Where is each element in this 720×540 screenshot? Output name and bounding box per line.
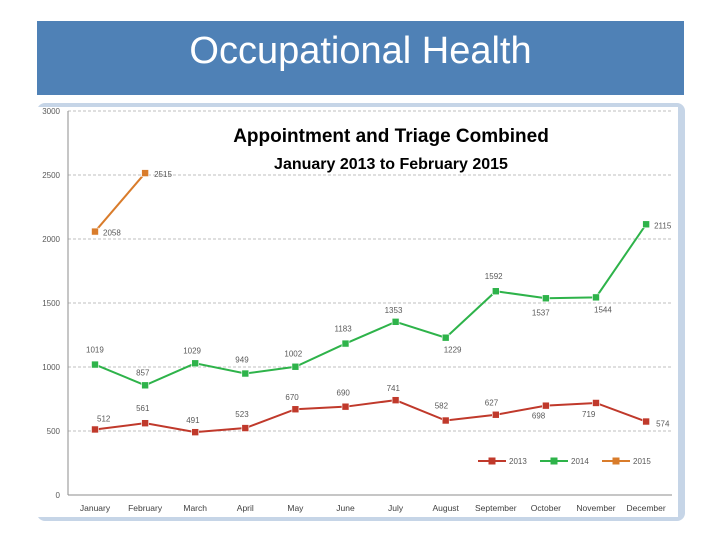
data-label-2013: 719 [582,410,596,419]
x-tick-label: September [475,503,517,513]
data-point-2013 [191,428,199,436]
data-point-2015 [141,169,149,177]
legend-swatch-marker [488,457,496,465]
data-point-2013 [341,402,350,411]
series-line-2013 [94,399,647,434]
data-point-2014 [91,360,99,369]
data-point-2014 [441,333,450,342]
data-label-2014: 1229 [444,346,462,355]
chart-subtitle: January 2013 to February 2015 [274,156,508,173]
data-point-2014 [542,294,550,303]
legend-swatch-marker [550,457,558,465]
data-point-2013 [592,399,600,407]
data-label-2014: 1183 [335,325,353,334]
data-label-2014: 1544 [594,305,612,314]
data-label-2013: 561 [136,404,150,413]
data-point-2013 [91,425,99,434]
data-label-2013: 523 [235,410,249,419]
data-label-2013: 512 [97,414,111,423]
data-label-2014: 1592 [485,272,503,281]
chart-title: Appointment and Triage Combined [233,126,549,147]
data-label-2014: 1002 [284,350,302,359]
data-label-2014: 1353 [385,306,403,315]
data-point-2014 [191,359,199,368]
slide-header: Occupational Health [37,21,684,95]
data-point-2014 [241,369,250,378]
series-line-2014 [94,223,647,387]
y-tick-label: 500 [47,427,61,436]
legend-swatch-marker [612,457,620,465]
legend-label: 2014 [571,457,589,466]
y-tick-label: 1500 [42,299,60,308]
data-point-2014 [291,362,300,371]
y-tick-label: 1000 [42,363,60,372]
x-tick-label: October [531,503,561,513]
data-point-2013 [291,405,300,414]
y-tick-label: 2500 [42,171,60,180]
data-label-2014: 949 [235,356,249,365]
data-point-2015 [91,227,99,236]
data-point-2013 [542,401,550,410]
x-tick-label: November [576,503,615,513]
data-label-2013: 741 [387,384,401,393]
data-point-2014 [391,318,400,326]
data-label-2013: 698 [532,412,546,421]
data-point-2013 [391,396,400,404]
x-tick-label: January [80,503,111,513]
data-label-2015: 2515 [154,170,172,179]
data-point-2013 [642,417,650,426]
data-label-2013: 574 [656,420,670,429]
data-label-2014: 857 [136,368,150,377]
data-label-2014: 1537 [532,308,550,317]
x-tick-label: March [183,503,207,513]
x-tick-label: June [336,503,355,513]
data-point-2013 [141,419,149,427]
data-label-2014: 2115 [654,221,672,230]
data-point-2014 [592,293,600,302]
slide-title: Occupational Health [189,30,532,72]
y-tick-label: 2000 [42,235,60,244]
data-point-2013 [491,410,500,419]
data-point-2014 [341,339,350,348]
data-label-2015: 2058 [103,229,121,238]
data-label-2013: 690 [337,389,351,398]
data-point-2014 [642,220,650,229]
y-tick-label: 3000 [42,107,60,116]
legend-label: 2013 [509,457,527,466]
data-point-2013 [241,424,250,432]
data-label-2013: 491 [186,416,200,425]
y-tick-label: 0 [56,491,61,500]
x-tick-label: February [128,503,163,513]
data-point-2014 [491,287,500,296]
x-tick-label: July [388,503,404,513]
series-line-2015 [94,172,146,233]
x-tick-label: April [237,503,254,513]
x-tick-label: December [626,503,665,513]
data-point-2014 [141,381,149,390]
x-tick-label: May [287,503,304,513]
data-point-2013 [441,416,450,425]
x-tick-label: August [432,503,459,513]
data-label-2013: 627 [485,399,499,408]
data-label-2013: 670 [285,393,299,402]
data-label-2013: 582 [435,402,449,411]
data-label-2014: 1019 [86,346,104,355]
data-label-2014: 1029 [183,346,201,355]
legend-label: 2015 [633,457,651,466]
